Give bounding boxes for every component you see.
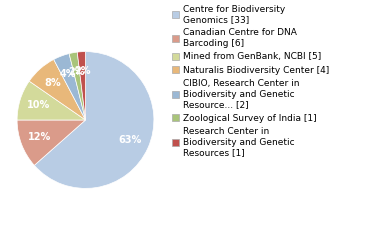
Text: 12%: 12% <box>28 132 51 143</box>
Wedge shape <box>17 120 85 165</box>
Text: 4%: 4% <box>60 69 76 79</box>
Wedge shape <box>17 81 85 120</box>
Text: 63%: 63% <box>119 135 142 145</box>
Wedge shape <box>29 60 86 120</box>
Wedge shape <box>54 54 86 120</box>
Text: 8%: 8% <box>44 78 61 88</box>
Legend: Centre for Biodiversity
Genomics [33], Canadian Centre for DNA
Barcoding [6], Mi: Centre for Biodiversity Genomics [33], C… <box>172 5 329 157</box>
Text: 2%: 2% <box>68 66 85 77</box>
Wedge shape <box>34 52 154 188</box>
Wedge shape <box>69 52 86 120</box>
Wedge shape <box>77 52 86 120</box>
Text: 10%: 10% <box>27 100 50 110</box>
Text: 2%: 2% <box>74 66 91 76</box>
